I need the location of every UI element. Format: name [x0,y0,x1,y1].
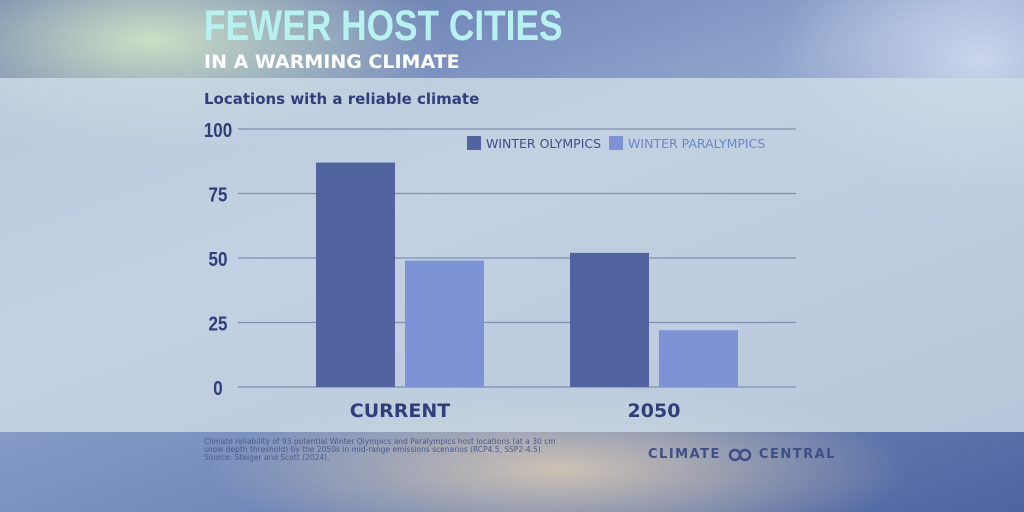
linked-rings-icon [728,448,752,461]
footnote-line: snow depth threshold) by the 2050s in mi… [204,445,544,454]
legend-label: WINTER PARALYMPICS [628,136,765,151]
chart-title: Locations with a reliable climate [204,90,480,108]
logo-text-right: CENTRAL [758,447,836,462]
climate-central-logo: CLIMATE CENTRAL [648,447,836,462]
footnote: Climate reliability of 93 potential Wint… [204,438,604,462]
bar-winter-olympics [316,162,395,387]
logo-text-left: CLIMATE [648,447,721,462]
x-tick-label: 2050 [628,400,681,422]
bar-winter-paralympics [659,330,738,387]
legend-swatch [467,136,481,150]
bar-winter-olympics [570,252,649,387]
legend-label: WINTER OLYMPICS [486,136,601,151]
x-tick-label: CURRENT [350,400,451,422]
y-tick-label: 25 [209,312,228,335]
y-tick-label: 50 [209,248,228,271]
footnote-line: Climate reliability of 93 potential Wint… [204,437,556,446]
page-subtitle: IN A WARMING CLIMATE [204,51,460,73]
bar-winter-paralympics [405,260,484,387]
footnote-source: Source: Steiger and Scott (2024). [204,453,330,462]
chart-panel [0,78,1024,432]
y-tick-label: 100 [204,119,232,142]
y-tick-label: 0 [213,377,222,400]
page-title: FEWER HOST CITIES [204,2,563,50]
y-tick-label: 75 [209,183,228,206]
legend-swatch [609,136,624,150]
